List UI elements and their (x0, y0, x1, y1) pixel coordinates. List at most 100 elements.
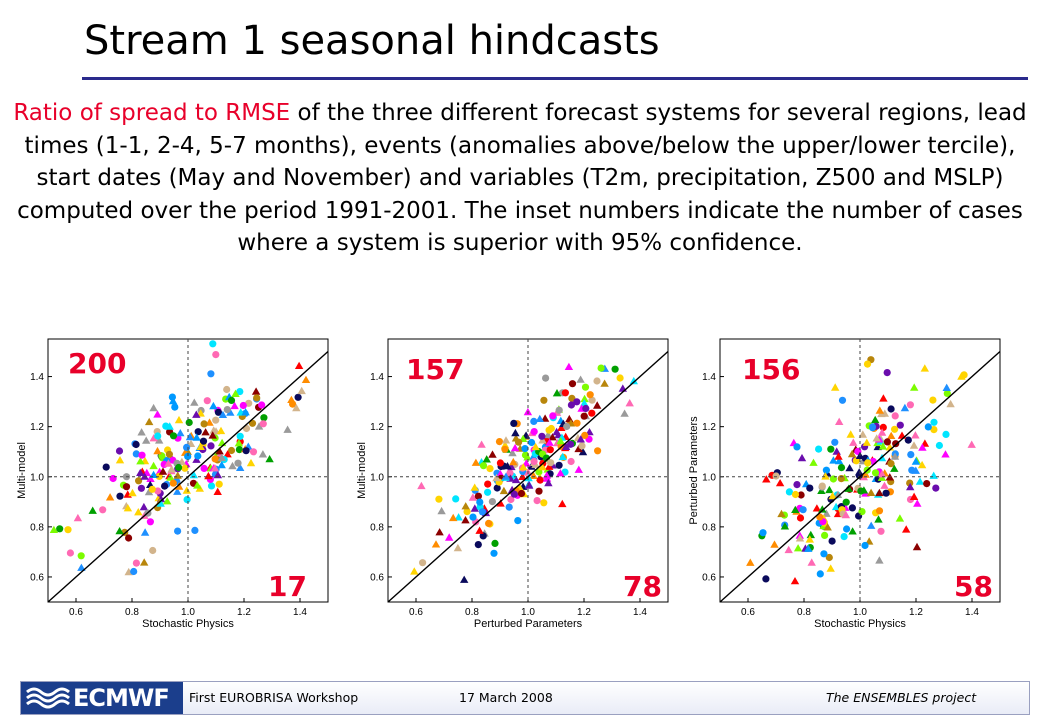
data-point-circle (183, 443, 191, 451)
data-point-triangle (449, 513, 458, 522)
data-point-circle (102, 463, 110, 471)
data-point-triangle (140, 528, 150, 536)
data-point-triangle (841, 510, 851, 519)
y-axis-title: Multi-model (16, 442, 28, 499)
data-point-circle (573, 398, 581, 406)
data-point-circle (138, 451, 146, 459)
data-point-circle (843, 525, 851, 533)
data-point-triangle (918, 443, 927, 451)
data-point-triangle (137, 428, 146, 436)
x-tick-label: 1.0 (853, 607, 867, 618)
data-point-triangle (805, 535, 814, 543)
y-tick-label: 0.6 (370, 572, 384, 583)
data-point-circle (887, 460, 895, 468)
data-point-triangle (552, 427, 561, 436)
data-point-circle (546, 446, 554, 454)
data-point-circle (535, 487, 543, 495)
data-point-triangle (797, 453, 807, 462)
data-point-triangle (872, 434, 881, 442)
data-point-circle (452, 495, 460, 503)
count-lower-label: 58 (954, 570, 993, 603)
data-point-circle (863, 360, 872, 368)
data-point-triangle (831, 383, 840, 391)
data-point-triangle (862, 438, 871, 446)
data-point-triangle (920, 364, 929, 372)
data-point-circle (593, 377, 601, 385)
data-point-circle (199, 437, 208, 445)
data-point-circle (930, 426, 938, 434)
data-point-triangle (149, 461, 158, 470)
data-point-circle (183, 496, 191, 504)
data-point-circle (581, 383, 590, 391)
data-point-triangle (142, 436, 151, 444)
data-point-triangle (292, 403, 301, 412)
data-point-triangle (543, 430, 553, 439)
data-point-triangle (241, 408, 250, 416)
y-tick-label: 0.8 (702, 522, 716, 533)
data-point-triangle (234, 439, 244, 447)
data-point-triangle (499, 486, 509, 495)
data-point-circle (827, 445, 835, 453)
data-point-circle (561, 389, 569, 397)
y-tick-label: 1.0 (702, 472, 716, 483)
data-point-triangle (871, 415, 880, 424)
data-point-circle (799, 506, 807, 514)
title-underline (82, 77, 1028, 80)
data-point-triangle (835, 417, 844, 425)
diagonal-line (387, 351, 669, 603)
data-point-triangle (866, 488, 876, 496)
data-point-triangle (156, 499, 165, 507)
data-point-triangle (826, 564, 835, 572)
data-point-triangle (833, 490, 843, 498)
count-lower-label: 17 (268, 570, 307, 603)
data-point-triangle (223, 450, 232, 458)
data-point-circle (236, 388, 244, 396)
data-point-triangle (210, 464, 220, 472)
data-point-circle (891, 425, 899, 433)
data-point-circle (875, 507, 884, 515)
data-point-triangle (825, 485, 834, 494)
data-point-triangle (576, 435, 585, 443)
data-points (49, 340, 311, 576)
data-point-triangle (482, 455, 491, 463)
data-point-triangle (437, 506, 446, 515)
data-point-triangle (906, 482, 915, 491)
data-points (746, 356, 976, 585)
data-point-triangle (251, 387, 261, 395)
data-point-triangle (445, 533, 454, 541)
data-point-circle (907, 451, 915, 459)
count-lower-label: 78 (623, 570, 662, 603)
count-upper-label: 200 (68, 347, 127, 380)
data-point-triangle (795, 534, 805, 542)
data-point-triangle (887, 431, 896, 439)
data-point-circle (479, 462, 488, 470)
data-point-circle (115, 447, 124, 455)
data-point-triangle (529, 471, 538, 479)
data-point-circle (861, 541, 869, 550)
data-point-triangle (770, 540, 779, 548)
data-point-triangle (540, 414, 550, 422)
data-point-triangle (548, 433, 557, 441)
data-point-triangle (73, 513, 83, 522)
data-point-circle (891, 412, 899, 420)
data-point-circle (793, 443, 801, 451)
x-axis-title: Stochastic Physics (814, 618, 906, 630)
data-point-triangle (806, 530, 815, 539)
data-point-circle (505, 503, 513, 511)
data-point-circle (212, 351, 220, 359)
data-point-circle (506, 469, 514, 477)
data-point-triangle (574, 444, 583, 453)
data-point-triangle (915, 477, 925, 485)
data-point-triangle (809, 458, 818, 466)
data-point-triangle (190, 398, 199, 406)
intro-highlight: Ratio of spread to RMSE (13, 100, 291, 126)
data-point-triangle (140, 472, 149, 480)
data-point-circle (594, 447, 602, 455)
data-point-triangle (556, 469, 565, 477)
data-point-triangle (564, 362, 574, 370)
x-tick-label: 1.2 (577, 607, 591, 618)
data-point-circle (162, 422, 170, 430)
data-point-circle (507, 495, 515, 504)
data-point-triangle (201, 428, 210, 436)
data-point-triangle (216, 426, 226, 435)
